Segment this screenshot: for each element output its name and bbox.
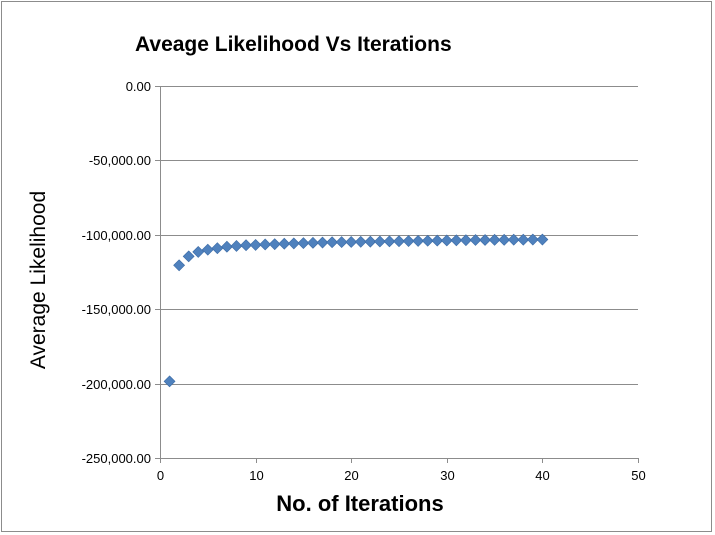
x-axis-label: No. of Iterations <box>276 491 444 516</box>
data-point <box>278 237 291 250</box>
data-point <box>259 238 272 251</box>
data-point <box>479 234 491 246</box>
data-point <box>536 233 549 246</box>
data-point <box>517 233 530 246</box>
data-point <box>373 235 386 248</box>
data-point <box>287 237 300 250</box>
gridlines <box>160 86 638 459</box>
data-point <box>507 233 520 246</box>
data-point <box>230 240 243 252</box>
data-point <box>316 236 329 249</box>
axes <box>155 86 639 463</box>
data-point <box>173 259 186 272</box>
data-point <box>421 234 434 247</box>
x-tick-label: 20 <box>344 468 358 483</box>
y-tick-label: -100,000.00 <box>82 228 151 243</box>
x-tick-label: 0 <box>157 468 164 483</box>
data-point <box>182 250 195 263</box>
data-point <box>412 234 425 247</box>
tick-labels: 0.00 -50,000.00 -100,000.00 -150,000.00 -200… <box>82 79 646 483</box>
data-point <box>383 235 396 248</box>
data-point <box>526 233 539 246</box>
data-point <box>201 243 214 256</box>
x-tick-label: 10 <box>249 468 263 483</box>
data-point <box>249 238 262 251</box>
data-point <box>402 235 415 247</box>
data-point <box>297 237 310 250</box>
data-point <box>163 375 176 388</box>
data-point <box>345 236 358 248</box>
x-tick-label: 50 <box>631 468 645 483</box>
data-point <box>326 236 339 249</box>
data-point <box>498 233 511 246</box>
data-point <box>192 245 205 258</box>
data-point <box>307 236 319 249</box>
data-point <box>335 236 348 249</box>
data-point <box>450 234 463 247</box>
data-point <box>393 235 405 248</box>
chart-title: Aveage Likelihood Vs Iterations <box>135 33 452 56</box>
y-tick-label: -200,000.00 <box>82 377 151 392</box>
y-tick-label: -250,000.00 <box>82 451 151 466</box>
data-point <box>488 233 501 246</box>
data-point <box>431 234 444 247</box>
data-points <box>163 233 549 388</box>
data-point <box>440 234 453 247</box>
data-point <box>220 240 233 253</box>
y-tick-label: -150,000.00 <box>82 302 151 317</box>
data-point <box>211 242 224 255</box>
data-point <box>364 235 377 248</box>
x-tick-label: 30 <box>440 468 454 483</box>
y-tick-label: 0.00 <box>126 79 151 94</box>
data-point <box>459 234 472 247</box>
data-point <box>469 234 482 246</box>
x-tick-label: 40 <box>535 468 549 483</box>
y-tick-label: -50,000.00 <box>89 153 151 168</box>
data-point <box>354 235 367 248</box>
data-point <box>240 239 252 252</box>
data-point <box>268 238 281 251</box>
